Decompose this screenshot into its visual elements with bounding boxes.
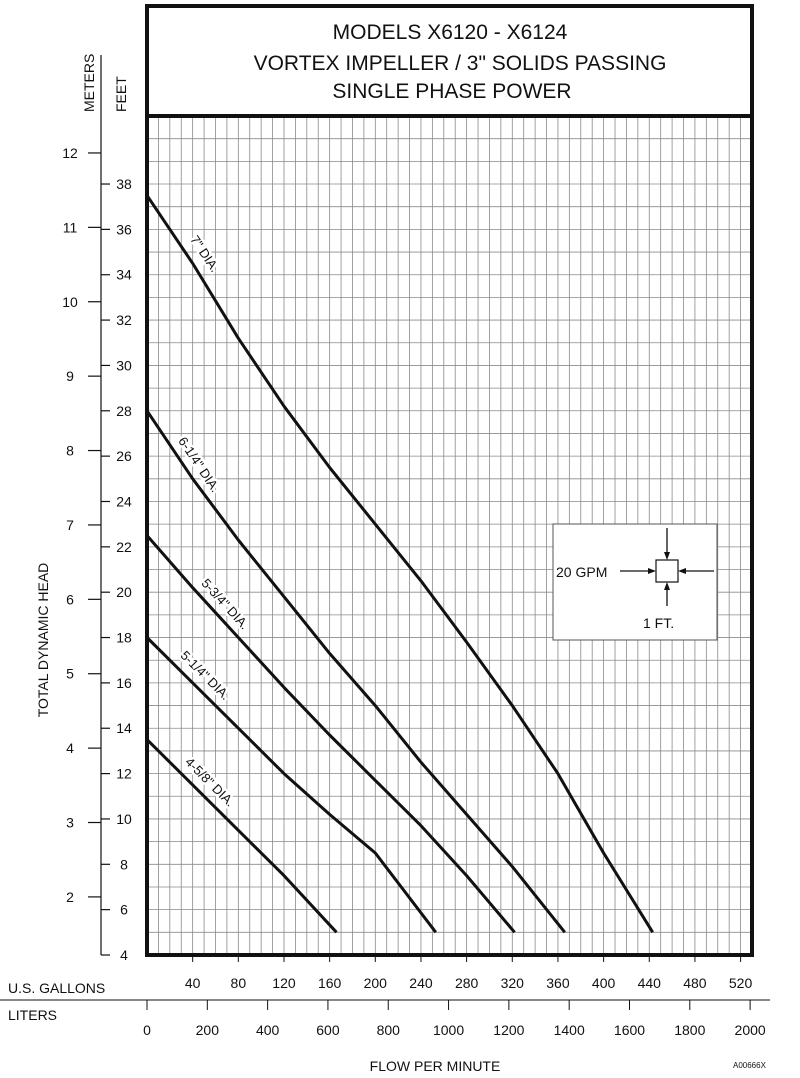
y2-tick-label: 10 xyxy=(62,294,78,310)
y-tick-label: 32 xyxy=(116,312,132,328)
x-tick-label: 520 xyxy=(729,975,753,991)
chart-title-line-2: VORTEX IMPELLER / 3" SOLIDS PASSING xyxy=(254,52,667,75)
y-tick-label: 34 xyxy=(116,267,132,283)
drawing-code: A00666X xyxy=(733,1061,767,1070)
y-tick-label: 12 xyxy=(116,766,132,782)
y-tick-label: 38 xyxy=(116,176,132,192)
y2-tick-label: 4 xyxy=(66,740,74,756)
y-axis-title: TOTAL DYNAMIC HEAD xyxy=(35,563,51,718)
y-tick-label: 36 xyxy=(116,221,132,237)
y-tick-label: 10 xyxy=(116,811,132,827)
chart-title-line-3: SINGLE PHASE POWER xyxy=(332,80,571,103)
y-tick-label: 28 xyxy=(116,403,132,419)
x2-tick-label: 0 xyxy=(143,1022,151,1038)
y-tick-label: 16 xyxy=(116,675,132,691)
y2-tick-label: 11 xyxy=(63,219,78,235)
x-tick-label: 440 xyxy=(638,975,662,991)
y2-tick-label: 9 xyxy=(66,368,74,384)
y-tick-label: 22 xyxy=(116,539,132,555)
x-tick-label: 280 xyxy=(455,975,479,991)
y-tick-label: 26 xyxy=(116,448,132,464)
y2-unit-label: METERS xyxy=(81,54,97,112)
curve-line xyxy=(145,534,516,934)
y-tick-label: 30 xyxy=(116,357,132,373)
x-tick-label: 240 xyxy=(409,975,433,991)
x-tick-label: 200 xyxy=(364,975,388,991)
x-axis-ticks: 40 80 120 160 200 240 280 320 360 400 440 480 520 0 20… xyxy=(143,955,766,1038)
scale-box-gpm-label: 20 GPM xyxy=(556,564,607,580)
y-tick-label: 4 xyxy=(120,947,128,963)
y-tick-label: 24 xyxy=(116,493,132,509)
performance-curves xyxy=(145,194,654,934)
y-tick-label: 20 xyxy=(116,584,132,600)
plot-frame xyxy=(145,114,754,957)
x2-tick-label: 2000 xyxy=(735,1022,766,1038)
x-tick-label: 360 xyxy=(546,975,570,991)
x2-tick-label: 200 xyxy=(196,1022,220,1038)
y2-tick-label: 5 xyxy=(66,666,74,682)
x2-tick-label: 1600 xyxy=(614,1022,645,1038)
x2-tick-label: 1400 xyxy=(554,1022,585,1038)
y2-tick-label: 2 xyxy=(66,889,74,905)
x-tick-label: 40 xyxy=(185,975,201,991)
y-tick-label: 8 xyxy=(120,856,128,872)
x-tick-label: 80 xyxy=(231,975,247,991)
x2-tick-label: 1200 xyxy=(493,1022,524,1038)
y-tick-label: 14 xyxy=(116,720,132,736)
curve-line xyxy=(145,409,566,934)
x-unit-label: U.S. GALLONS xyxy=(8,980,105,996)
curve-line xyxy=(145,738,338,934)
x2-tick-label: 1000 xyxy=(433,1022,464,1038)
x-tick-label: 120 xyxy=(272,975,296,991)
y2-tick-label: 12 xyxy=(62,145,78,161)
y-tick-label: 18 xyxy=(116,630,132,646)
y-unit-label: FEET xyxy=(113,76,129,112)
y2-tick-label: 8 xyxy=(66,443,74,459)
x2-tick-label: 600 xyxy=(316,1022,340,1038)
curve-line xyxy=(145,636,437,934)
y2-tick-label: 7 xyxy=(66,517,74,533)
x-tick-label: 320 xyxy=(501,975,525,991)
scale-box: 20 GPM 1 FT. xyxy=(552,523,718,641)
scale-box-ft-label: 1 FT. xyxy=(643,615,674,631)
title-box xyxy=(145,4,754,118)
chart-title-line-1: MODELS X6120 - X6124 xyxy=(333,21,568,44)
y-axis-ticks: 4681012141618202224262830323436382345678… xyxy=(62,145,132,963)
curve-line xyxy=(145,194,654,934)
x2-unit-label: LITERS xyxy=(8,1007,57,1023)
x-tick-label: 160 xyxy=(318,975,342,991)
x-tick-label: 480 xyxy=(683,975,707,991)
y2-tick-label: 3 xyxy=(66,815,74,831)
x2-tick-label: 1800 xyxy=(674,1022,705,1038)
x-axis-title: FLOW PER MINUTE xyxy=(370,1058,501,1074)
y2-tick-label: 6 xyxy=(66,591,74,607)
x2-tick-label: 400 xyxy=(256,1022,280,1038)
y-tick-label: 6 xyxy=(120,902,128,918)
curve-labels: 7" DIA.6-1/4" DIA.5-3/4" DIA.5-1/4" DIA.… xyxy=(173,230,255,812)
x2-tick-label: 800 xyxy=(377,1022,401,1038)
x-tick-label: 400 xyxy=(592,975,616,991)
